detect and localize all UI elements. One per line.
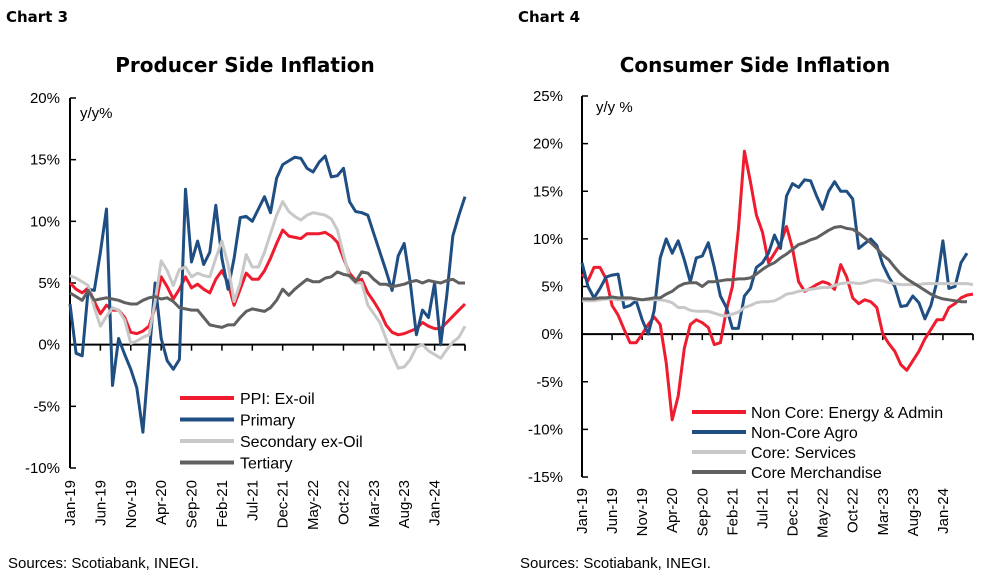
y-tick-label: 15% — [533, 183, 563, 200]
series-line-core-merchandise — [582, 225, 967, 304]
series-line-secondary-ex-oil — [69, 200, 467, 370]
x-tick-label: Apr-20 — [664, 488, 681, 533]
series-line-primary — [68, 154, 467, 434]
y-tick-label: 5% — [38, 275, 60, 292]
y-tick-label: 0% — [541, 326, 563, 343]
x-tick-label: Apr-20 — [153, 480, 170, 525]
x-tick-label: Jan-19 — [62, 480, 79, 526]
y-tick-label: -10% — [528, 421, 563, 438]
legend-label: PPI: Ex-oil — [240, 391, 315, 408]
source-note: Sources: Scotiabank, INEGI. — [8, 555, 199, 572]
x-tick-label: Jan-24 — [935, 488, 952, 534]
x-tick-label: Dec-21 — [275, 480, 292, 528]
x-tick-label: Aug-23 — [396, 480, 413, 528]
x-tick-label: Mar-23 — [875, 488, 892, 536]
y-axis-unit-label: y/y% — [80, 105, 113, 122]
x-tick-label: May-22 — [815, 488, 832, 538]
x-tick-label: Sep-20 — [694, 488, 711, 536]
y-tick-label: -5% — [33, 398, 60, 415]
chart-title: Consumer Side Inflation — [620, 53, 891, 77]
x-tick-label: Oct-22 — [845, 488, 862, 533]
y-tick-label: -15% — [528, 469, 563, 486]
series-line-non-core-agro — [580, 178, 969, 336]
x-tick-label: Feb-21 — [214, 480, 231, 528]
y-tick-label: -5% — [536, 374, 563, 391]
x-tick-label: Jun-19 — [604, 488, 621, 534]
x-tick-label: Nov-19 — [634, 488, 651, 536]
x-tick-label: Dec-21 — [785, 488, 802, 536]
x-tick-label: Mar-23 — [366, 480, 383, 528]
chart-title: Producer Side Inflation — [115, 53, 375, 77]
y-tick-label: 25% — [533, 88, 563, 105]
x-tick-label: Nov-19 — [123, 480, 140, 528]
y-tick-label: 10% — [30, 213, 60, 230]
x-tick-label: Jan-19 — [574, 488, 591, 534]
y-axis-unit-label: y/y % — [596, 99, 633, 116]
legend-label: Tertiary — [240, 456, 292, 473]
series-line-non-core-energy-admin — [580, 149, 974, 422]
x-tick-label: Feb-21 — [724, 488, 741, 536]
legend-label: Non-Core Agro — [751, 425, 858, 442]
source-note: Sources: Scotiabank, INEGI. — [520, 555, 711, 572]
series-line-ppi-ex-oil — [68, 228, 467, 337]
x-tick-label: Aug-23 — [905, 488, 922, 536]
y-tick-label: 15% — [30, 152, 60, 169]
chart-header: Chart 4 — [518, 8, 580, 26]
y-tick-label: 20% — [30, 90, 60, 107]
chart-4: Chart 4 Consumer Side Inflation y/y % So… — [518, 8, 974, 572]
y-tick-label: 0% — [38, 337, 60, 354]
legend-label: Non Core: Energy & Admin — [751, 405, 943, 422]
x-tick-label: Jul-21 — [754, 488, 771, 529]
legend-label: Core: Services — [751, 445, 856, 462]
y-tick-label: -10% — [25, 460, 60, 477]
chart-3: Chart 3 Producer Side Inflation y/y% Sou… — [6, 8, 467, 572]
chart-header: Chart 3 — [6, 8, 68, 26]
x-tick-label: May-22 — [305, 480, 322, 530]
x-tick-label: Jun-19 — [92, 480, 109, 526]
x-tick-label: Jan-24 — [427, 480, 444, 526]
x-tick-label: Sep-20 — [184, 480, 201, 528]
legend-label: Primary — [240, 413, 295, 430]
y-tick-label: 10% — [533, 231, 563, 248]
legend-label: Core Merchandise — [751, 465, 882, 482]
x-tick-label: Oct-22 — [335, 480, 352, 525]
legend-label: Secondary ex-Oil — [240, 434, 363, 451]
y-tick-label: 20% — [533, 136, 563, 153]
y-tick-label: 5% — [541, 279, 563, 296]
series-line-tertiary — [69, 270, 465, 329]
x-tick-label: Jul-21 — [244, 480, 261, 521]
